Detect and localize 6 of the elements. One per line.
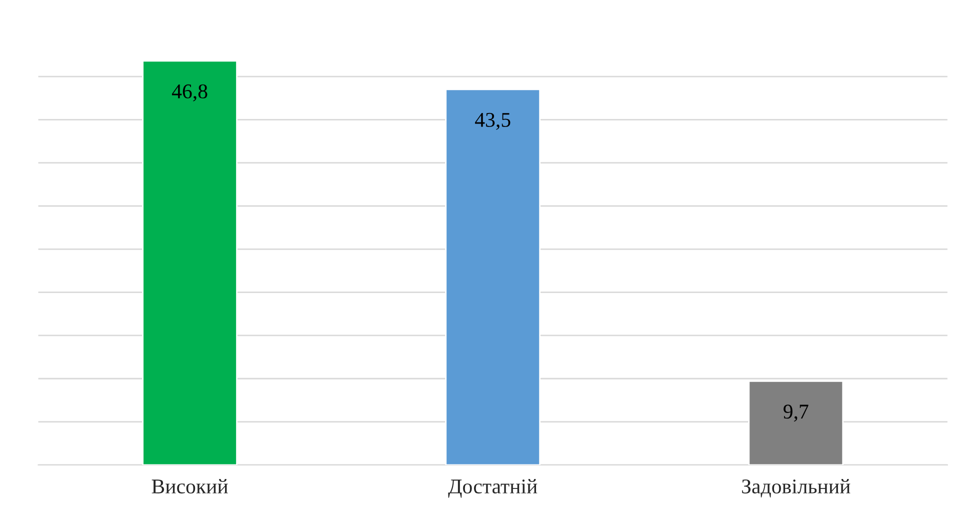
x-tick-label: Високий [152, 479, 228, 494]
data-label: 43,5 [475, 112, 510, 130]
data-label: 46,8 [172, 84, 208, 102]
x-tick-label: Достатній [448, 479, 538, 498]
x-tick-label: Задовільний [742, 479, 850, 498]
data-label: 9,7 [784, 404, 808, 422]
